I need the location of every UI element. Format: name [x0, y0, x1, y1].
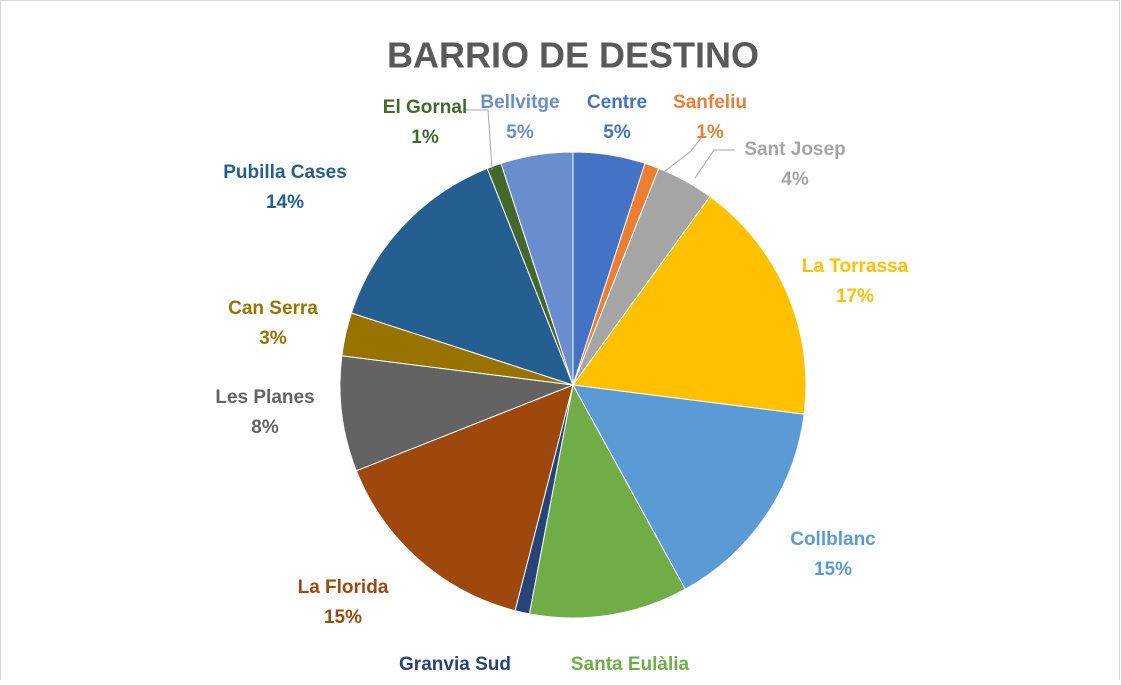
slice-value-label: 1% [696, 122, 724, 143]
pie-slice [355, 384, 574, 612]
pie-slice [339, 355, 574, 472]
slice-value-label: 5% [603, 122, 631, 143]
slice-label: Bellvitge [480, 92, 559, 113]
slice-value-label: 4% [781, 169, 809, 190]
slice-label: El Gornal [383, 97, 467, 118]
slice-label: La Florida [298, 577, 389, 598]
chart-title: BARRIO DE DESTINO [387, 35, 759, 76]
slice-label: Les Planes [215, 387, 314, 408]
slice-label: Santa Eulàlia [571, 654, 690, 675]
slice-label: Pubilla Cases [223, 162, 347, 183]
pie-slice [572, 384, 805, 590]
slice-label: Granvia Sud [399, 654, 511, 675]
pie-slice [572, 195, 807, 415]
slice-label: Sanfeliu [673, 92, 747, 113]
slice-label: Centre [587, 92, 647, 113]
slice-label: Sant Josep [744, 139, 845, 160]
slice-label: La Torrassa [802, 256, 909, 277]
slice-label: Collblanc [790, 529, 876, 550]
slice-value-label: 1% [411, 127, 439, 148]
leader-line [694, 149, 735, 179]
leader-line [655, 132, 706, 179]
slice-value-label: 5% [506, 122, 534, 143]
slice-value-label: 15% [814, 559, 852, 580]
slice-value-label: 17% [836, 286, 874, 307]
slice-value-label: 3% [259, 328, 287, 349]
slice-value-label: 8% [251, 417, 279, 438]
slice-label: Can Serra [228, 298, 318, 319]
pie-slice [350, 167, 574, 386]
leader-line [463, 109, 493, 171]
slice-value-label: 14% [266, 192, 304, 213]
pie-slice [500, 151, 574, 386]
slice-value-label: 15% [324, 607, 362, 628]
pie-slice [528, 383, 686, 619]
